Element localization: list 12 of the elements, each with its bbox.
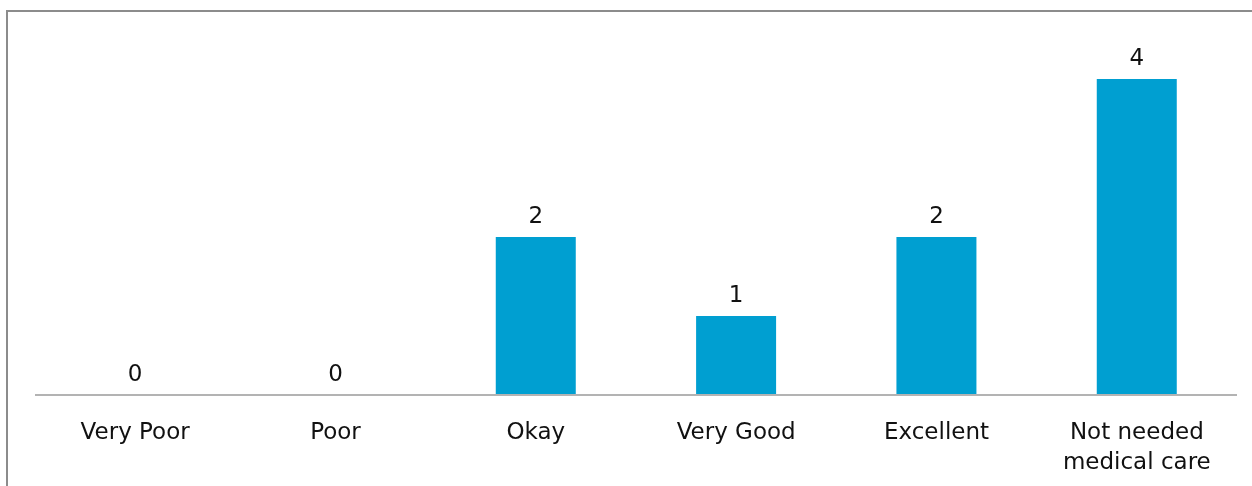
data-label: 2 [528, 202, 544, 228]
data-label: 0 [328, 360, 343, 386]
data-label: 0 [127, 360, 143, 386]
x-tick-label: Excellent [883, 418, 990, 444]
x-tick-label: Poor [310, 418, 362, 444]
data-label: 2 [929, 202, 944, 228]
data-label: 4 [1129, 44, 1145, 70]
data-label: 1 [728, 281, 744, 307]
x-tick-label: Not needed medical care [1062, 418, 1211, 474]
x-tick-label: Very Good [676, 418, 796, 444]
x-tick-label: Okay [506, 418, 566, 444]
x-tick-label: Very Poor [80, 418, 191, 444]
